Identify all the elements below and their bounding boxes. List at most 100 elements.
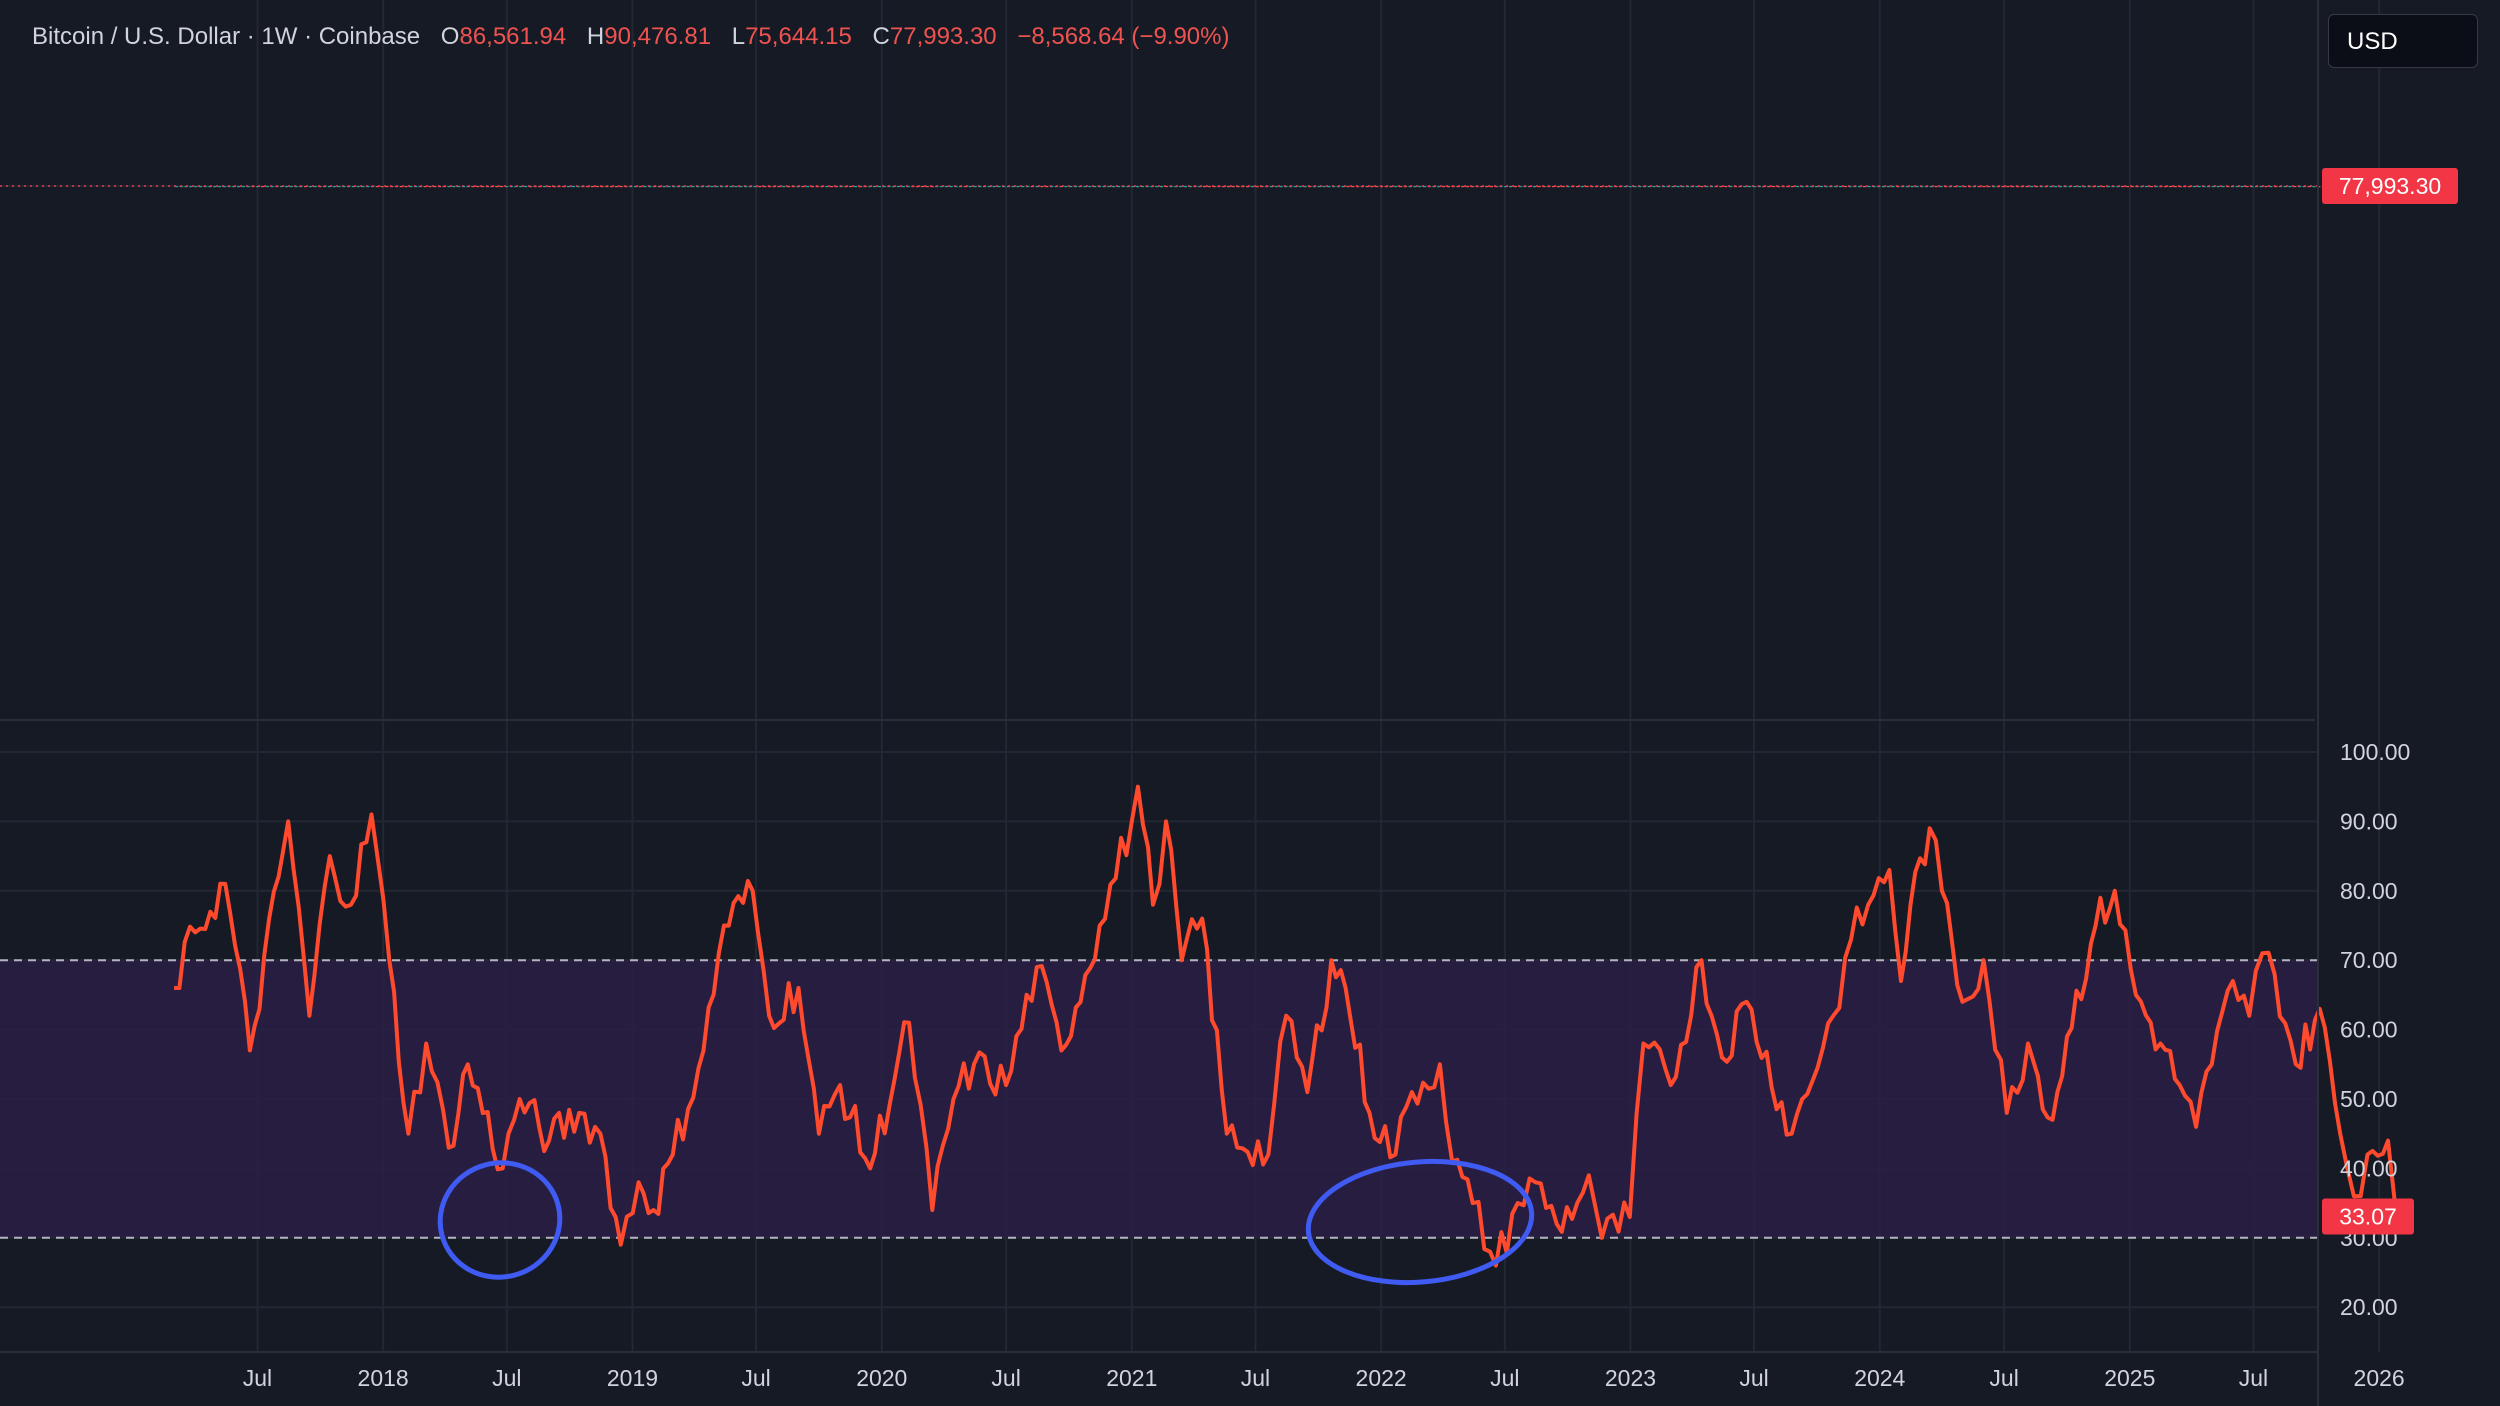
price-candle-body — [1489, 186, 1494, 188]
price-candle-body — [514, 186, 518, 188]
price-candle-body — [294, 186, 298, 188]
price-candle-body — [1021, 186, 1025, 188]
price-candle-body — [241, 186, 246, 188]
price-candle-body — [691, 186, 695, 188]
price-candle-body — [571, 186, 575, 188]
price-candle-body — [806, 186, 810, 188]
time-tick-label: Jul — [492, 1365, 521, 1391]
price-candle-body — [1504, 186, 1508, 188]
price-candle-body — [504, 186, 509, 188]
price-candle-body — [777, 186, 781, 188]
price-candle-body — [1891, 185, 1895, 188]
price-candle-body — [686, 186, 690, 188]
price-candle-body — [2173, 185, 2177, 188]
price-candle-body — [1179, 185, 1183, 188]
time-axis[interactable]: Jul 2018 Jul 2019 Jul 2020 Jul 2021 Jul 2022 Jul 20… — [243, 1365, 2405, 1391]
currency-button[interactable]: USD — [2328, 14, 2478, 68]
price-candle-body — [1370, 185, 1374, 188]
price-candle-body — [963, 186, 968, 188]
price-candle-body — [849, 186, 853, 188]
price-candle-body — [1317, 185, 1321, 188]
price-candle-body — [1929, 185, 1933, 188]
price-candle-body — [1848, 186, 1852, 188]
price-candle-body — [208, 186, 212, 188]
price-candle-body — [1800, 186, 1804, 188]
time-tick-label: Jul — [2239, 1365, 2268, 1391]
price-candle-body — [1767, 186, 1771, 188]
rsi-tick-label: 40.00 — [2340, 1155, 2398, 1181]
price-candle-body — [739, 186, 743, 188]
legend-low-label: L — [732, 23, 745, 50]
price-candle-body — [882, 186, 886, 188]
price-candle-body — [313, 186, 317, 188]
rsi-value-tag: 33.07 — [2322, 1198, 2414, 1235]
price-candle-body — [1365, 185, 1369, 188]
price-candle-body — [2283, 185, 2287, 188]
rsi-band-fill — [0, 960, 2318, 1238]
price-candle-body — [2269, 185, 2273, 188]
price-candle-body — [619, 186, 623, 188]
price-candle-body — [1040, 186, 1044, 188]
price-candle-body — [2097, 185, 2101, 188]
price-candle-body — [523, 186, 528, 188]
rsi-axis[interactable]: 100.0090.0080.0070.0060.0050.0040.0030.0… — [2340, 739, 2410, 1320]
price-candle-body — [1231, 186, 1235, 188]
price-candle-body — [500, 186, 504, 188]
price-candle-body — [1150, 185, 1154, 188]
price-candle-body — [519, 186, 523, 188]
price-candle-body — [1341, 185, 1345, 188]
price-candle-body — [1112, 186, 1116, 188]
price-candle-body — [1676, 186, 1680, 188]
price-candle-body — [2197, 185, 2201, 188]
price-candle-body — [2101, 185, 2106, 188]
price-candle-body — [1279, 186, 1283, 188]
price-candle-body — [423, 186, 427, 188]
price-candle-body — [896, 186, 901, 188]
price-candle-body — [404, 186, 408, 188]
price-candle-body — [1771, 186, 1776, 188]
price-candle-body — [2116, 185, 2120, 188]
rsi-value-tag-bg — [2322, 1198, 2414, 1235]
price-candle-body — [1226, 186, 1231, 188]
price-candle-body — [375, 186, 379, 188]
rsi-tick-label: 70.00 — [2340, 947, 2398, 973]
price-candle-body — [552, 186, 556, 188]
price-candle-body — [1465, 186, 1470, 188]
price-candle-body — [906, 186, 910, 188]
price-candle-body — [2125, 185, 2130, 188]
legend-high-label: H — [587, 23, 604, 50]
price-candle-body — [471, 186, 475, 188]
price-candle-body — [1604, 186, 1608, 188]
price-candle-body — [1532, 186, 1537, 188]
price-candle-body — [1647, 186, 1651, 188]
price-candle-body — [2221, 185, 2225, 188]
price-candle-body — [189, 186, 193, 188]
price-candle-body — [825, 186, 829, 188]
time-tick-label: Jul — [1739, 1365, 1768, 1391]
price-candle-body — [1743, 186, 1747, 188]
price-candle-body — [447, 186, 451, 188]
price-candle-body — [1470, 186, 1474, 188]
price-candle-body — [1212, 185, 1216, 188]
price-candle-body — [973, 186, 977, 188]
price-candle-body — [600, 186, 604, 188]
price-candle-body — [1092, 186, 1097, 188]
legend-close-value: 77,993.30 — [890, 23, 997, 50]
price-candle-body — [1556, 186, 1560, 188]
time-tick-label: Jul — [741, 1365, 770, 1391]
price-candle-body — [547, 186, 552, 188]
price-candle-body — [667, 186, 671, 188]
price-candle-body — [289, 186, 293, 188]
price-candle-body — [1116, 186, 1121, 188]
price-candle-body — [834, 186, 838, 188]
price-candle-body — [734, 186, 738, 188]
price-candle-body — [2054, 185, 2058, 188]
price-candle-body — [566, 186, 571, 188]
price-candle-body — [1346, 185, 1350, 188]
price-candle-body — [1508, 186, 1513, 188]
price-candle-body — [1561, 186, 1565, 188]
price-candle-body — [1059, 186, 1063, 188]
price-candle-body — [2164, 185, 2168, 188]
